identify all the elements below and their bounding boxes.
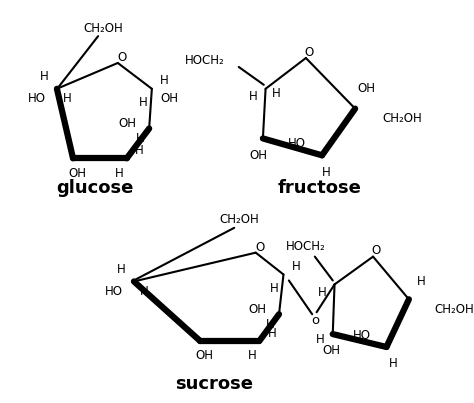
Text: H: H bbox=[417, 275, 426, 288]
Text: CH₂OH: CH₂OH bbox=[382, 112, 422, 125]
Text: HOCH₂: HOCH₂ bbox=[286, 240, 326, 253]
Text: H: H bbox=[389, 357, 398, 370]
Text: H: H bbox=[248, 349, 256, 362]
Text: OH: OH bbox=[161, 92, 179, 105]
Text: H: H bbox=[117, 263, 126, 276]
Text: CH₂OH: CH₂OH bbox=[434, 303, 474, 316]
Text: H: H bbox=[318, 286, 327, 299]
Text: H: H bbox=[138, 96, 147, 109]
Text: HO: HO bbox=[105, 285, 123, 298]
Text: OH: OH bbox=[69, 167, 87, 180]
Text: O: O bbox=[255, 241, 265, 254]
Text: OH: OH bbox=[248, 303, 266, 316]
Text: OH: OH bbox=[357, 82, 375, 95]
Text: H: H bbox=[140, 285, 149, 298]
Text: CH₂OH: CH₂OH bbox=[83, 22, 123, 35]
Text: H: H bbox=[136, 132, 145, 145]
Text: H: H bbox=[266, 318, 274, 330]
Text: HOCH₂: HOCH₂ bbox=[185, 54, 224, 67]
Text: o: o bbox=[311, 314, 319, 327]
Text: H: H bbox=[267, 326, 276, 340]
Text: H: H bbox=[135, 144, 144, 157]
Text: O: O bbox=[371, 244, 380, 257]
Text: HO: HO bbox=[288, 137, 306, 150]
Text: HO: HO bbox=[352, 328, 370, 342]
Text: OH: OH bbox=[249, 149, 267, 162]
Text: H: H bbox=[115, 167, 124, 180]
Text: H: H bbox=[270, 282, 279, 295]
Text: H: H bbox=[316, 332, 325, 345]
Text: glucose: glucose bbox=[57, 179, 134, 197]
Text: H: H bbox=[249, 90, 257, 103]
Text: H: H bbox=[160, 74, 169, 87]
Text: OH: OH bbox=[322, 345, 340, 357]
Text: OH: OH bbox=[118, 117, 137, 130]
Text: H: H bbox=[292, 260, 301, 273]
Text: H: H bbox=[64, 92, 72, 105]
Text: fructose: fructose bbox=[277, 179, 361, 197]
Text: H: H bbox=[272, 87, 281, 100]
Text: H: H bbox=[40, 71, 49, 83]
Text: sucrose: sucrose bbox=[174, 375, 253, 393]
Text: OH: OH bbox=[196, 349, 214, 362]
Text: HO: HO bbox=[28, 92, 46, 105]
Text: CH₂OH: CH₂OH bbox=[220, 213, 259, 226]
Text: O: O bbox=[304, 46, 313, 58]
Text: H: H bbox=[322, 166, 331, 179]
Text: O: O bbox=[118, 52, 127, 64]
